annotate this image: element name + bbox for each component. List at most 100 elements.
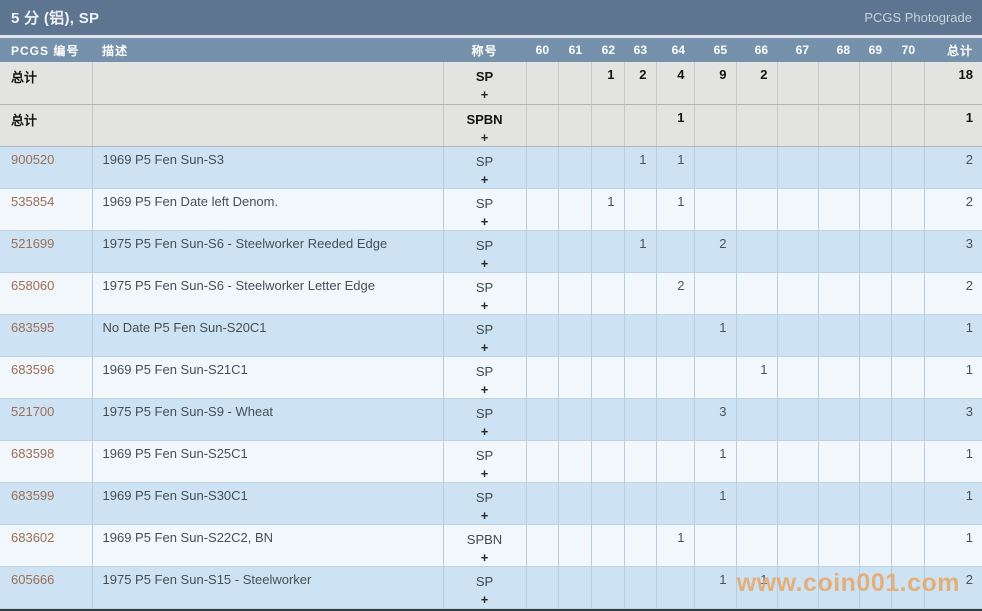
grade-66-count xyxy=(736,524,778,567)
grade-63-count xyxy=(624,524,657,567)
grade-63-count xyxy=(624,398,657,441)
coin-description: 1975 P5 Fen Sun-S6 - Steelworker Letter … xyxy=(92,272,444,315)
designation-label: SPBN xyxy=(466,111,503,127)
photograde-link[interactable]: PCGS Photograde xyxy=(864,10,972,25)
designation-label: SP xyxy=(475,279,494,295)
title-divider xyxy=(0,35,982,38)
expand-plus-link[interactable]: + xyxy=(480,255,489,271)
grade-66-count xyxy=(736,146,778,189)
grade-69-count xyxy=(859,230,892,273)
expand-plus-link[interactable]: + xyxy=(480,129,489,145)
grade-68-count xyxy=(818,104,860,147)
expand-plus-link[interactable]: + xyxy=(480,591,489,607)
expand-plus-link[interactable]: + xyxy=(480,339,489,355)
section-title-bar: 5 分 (铝), SP PCGS Photograde xyxy=(0,0,982,35)
pcgs-number-link[interactable]: 900520 xyxy=(11,151,55,167)
grade-70-count xyxy=(891,146,925,189)
grade-69-count xyxy=(859,62,892,105)
grade-61-count xyxy=(558,104,592,147)
row-total: 18 xyxy=(924,62,982,105)
pcgs-number-cell: 521699 xyxy=(0,230,93,273)
row-total: 2 xyxy=(924,566,982,609)
pcgs-number-link[interactable]: 605666 xyxy=(11,571,55,587)
designation-label: SP xyxy=(475,195,494,211)
grade-60-count xyxy=(526,272,559,315)
grade-69-count xyxy=(859,356,892,399)
table-bottom-border xyxy=(0,608,982,611)
pcgs-number-link[interactable]: 683596 xyxy=(11,361,55,377)
grade-70-count xyxy=(891,440,925,483)
grade-60-count xyxy=(526,440,559,483)
grade-67-count xyxy=(777,440,819,483)
pcgs-number-cell: 521700 xyxy=(0,398,93,441)
pcgs-number-cell: 683596 xyxy=(0,356,93,399)
expand-plus-link[interactable]: + xyxy=(480,465,489,481)
grade-66-count xyxy=(736,314,778,357)
designation-cell: SP + xyxy=(443,440,527,483)
grade-68-count xyxy=(818,356,860,399)
designation-cell: SP + xyxy=(443,230,527,273)
expand-plus-link[interactable]: + xyxy=(480,213,489,229)
grade-60-count xyxy=(526,482,559,525)
pcgs-number-link[interactable]: 683599 xyxy=(11,487,55,503)
row-total: 3 xyxy=(924,230,982,273)
expand-plus-link[interactable]: + xyxy=(480,87,489,102)
pcgs-number-link[interactable]: 683595 xyxy=(11,319,55,335)
grade-65-count: 1 xyxy=(694,566,737,609)
designation-cell: SP + xyxy=(443,314,527,357)
expand-plus-link[interactable]: + xyxy=(480,297,489,313)
grade-69-count xyxy=(859,524,892,567)
designation-label: SP xyxy=(475,573,494,589)
grade-67-count xyxy=(777,566,819,609)
grade-65-count: 1 xyxy=(694,440,737,483)
grade-70-count xyxy=(891,314,925,357)
pcgs-number-link[interactable]: 683602 xyxy=(11,529,55,545)
pcgs-number-link[interactable]: 683598 xyxy=(11,445,55,461)
expand-plus-link[interactable]: + xyxy=(480,381,489,397)
grade-60-count xyxy=(526,146,559,189)
expand-plus-link[interactable]: + xyxy=(480,423,489,439)
grade-60-count xyxy=(526,188,559,231)
grade-64-count: 4 xyxy=(656,62,695,105)
pcgs-number-link[interactable]: 521700 xyxy=(11,403,55,419)
grade-62-count xyxy=(591,482,625,525)
grade-63-count: 1 xyxy=(624,146,657,189)
grade-66-count: 2 xyxy=(736,62,778,105)
pcgs-number-link[interactable]: 658060 xyxy=(11,277,55,293)
coin-row: 535854 1969 P5 Fen Date left Denom. SP +1 1 2 xyxy=(0,188,982,231)
col-header-grade-65: 65 xyxy=(713,43,727,57)
grade-70-count xyxy=(891,104,925,147)
grade-68-count xyxy=(818,188,860,231)
grade-69-count xyxy=(859,398,892,441)
grade-65-count xyxy=(694,356,737,399)
pcgs-number-link[interactable]: 535854 xyxy=(11,193,55,209)
designation-cell: SP + xyxy=(443,482,527,525)
designation-cell: SP + xyxy=(443,398,527,441)
expand-plus-link[interactable]: + xyxy=(480,549,489,565)
grade-69-count xyxy=(859,482,892,525)
grade-63-count xyxy=(624,314,657,357)
grade-66-count xyxy=(736,188,778,231)
designation-label: SPBN xyxy=(466,531,503,547)
coin-description: 1975 P5 Fen Sun-S6 - Steelworker Reeded … xyxy=(92,230,444,273)
coin-row: 683598 1969 P5 Fen Sun-S25C1 SP +1 1 xyxy=(0,440,982,483)
grade-68-count xyxy=(818,146,860,189)
grade-67-count xyxy=(777,146,819,189)
expand-plus-link[interactable]: + xyxy=(480,507,489,523)
designation-label: SP xyxy=(475,405,494,421)
pcgs-number-cell: 605666 xyxy=(0,566,93,609)
col-header-total: 总计 xyxy=(946,43,973,58)
grade-62-count xyxy=(591,272,625,315)
grade-70-count xyxy=(891,482,925,525)
coin-row: 683599 1969 P5 Fen Sun-S30C1 SP +1 1 xyxy=(0,482,982,525)
pcgs-number-link[interactable]: 521699 xyxy=(11,235,55,251)
row-total: 1 xyxy=(924,314,982,357)
grade-70-count xyxy=(891,398,925,441)
grade-60-count xyxy=(526,524,559,567)
grade-61-count xyxy=(558,482,592,525)
grade-62-count xyxy=(591,146,625,189)
grade-61-count xyxy=(558,566,592,609)
col-header-grade-61: 61 xyxy=(568,43,582,57)
grade-60-count xyxy=(526,356,559,399)
expand-plus-link[interactable]: + xyxy=(480,171,489,187)
